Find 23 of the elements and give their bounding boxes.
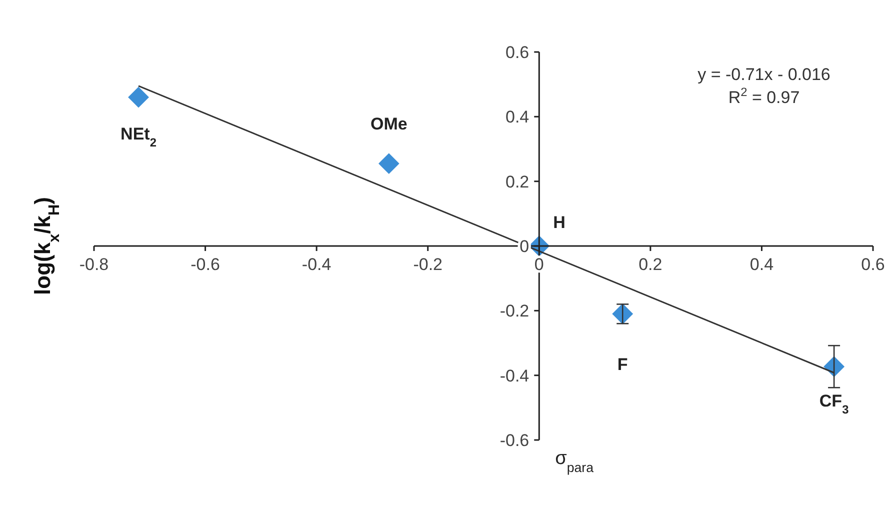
y-tick-label: -0.6: [500, 431, 530, 450]
annotation: CF$_{3}$: [819, 392, 850, 417]
point: [378, 152, 400, 175]
point: [127, 86, 150, 109]
x-tick-label: 0.2: [638, 255, 662, 274]
y-tick-label: 0.2: [506, 172, 530, 192]
annotation: OMe: [370, 114, 408, 134]
x-axis-title: σ$_{para}$: [555, 448, 594, 474]
annotation: y = -0.71x - 0.016: [698, 65, 830, 84]
annotation: NEt$_{2}$: [120, 124, 157, 150]
x-tick-label: -0.4: [302, 255, 332, 274]
y-tick-label: -0.4: [500, 366, 530, 386]
x-tick-label: 0.6: [861, 255, 885, 274]
y-tick-label: 0.4: [506, 108, 530, 127]
x-tick-label: -0.8: [79, 255, 109, 274]
annotation: F: [617, 354, 628, 374]
x-tick-label: -0.6: [190, 255, 220, 274]
annotation: R$^{2}$ = 0.97: [728, 85, 800, 107]
annotation: H: [553, 213, 566, 232]
y-tick-label: 0.6: [506, 43, 530, 62]
x-tick-label: 0.4: [750, 255, 774, 274]
y-tick-label: -0.2: [500, 302, 530, 321]
x-tick-label: -0.2: [413, 255, 443, 274]
